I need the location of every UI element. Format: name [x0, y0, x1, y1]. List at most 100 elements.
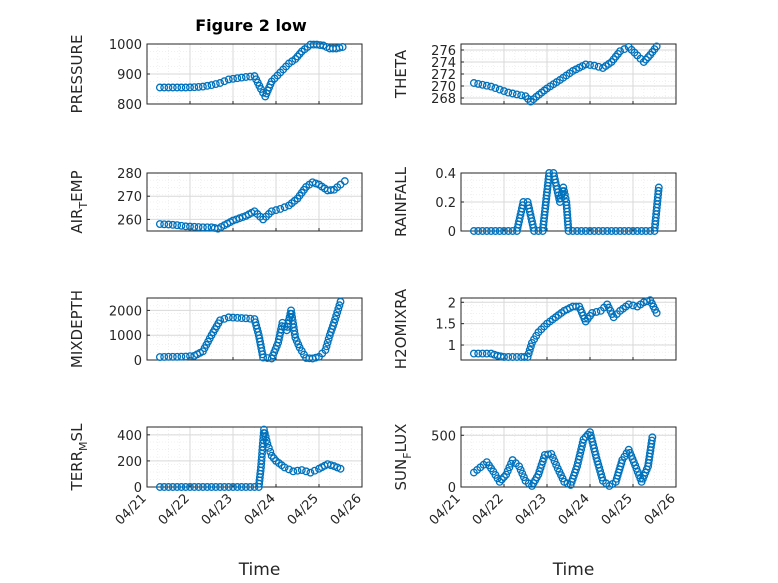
data-point — [261, 432, 270, 441]
data-point — [624, 300, 633, 309]
data-point — [332, 311, 341, 320]
data-point — [550, 457, 559, 466]
data-point — [560, 187, 569, 196]
data-point — [519, 473, 528, 482]
data-point — [220, 483, 229, 491]
data-point — [620, 227, 629, 235]
data-point — [517, 91, 526, 100]
data-point — [598, 227, 607, 235]
data-point — [518, 469, 527, 478]
data-point — [500, 227, 508, 235]
data-point — [224, 483, 233, 491]
data-point — [333, 308, 342, 317]
data-point — [641, 55, 650, 64]
data-point — [260, 425, 268, 434]
data-point — [324, 334, 333, 343]
data-point — [194, 82, 203, 91]
data-point — [173, 483, 182, 491]
data-point — [186, 222, 194, 231]
data-point — [629, 227, 637, 235]
scatter-series — [469, 428, 657, 490]
data-point — [577, 227, 586, 235]
data-point — [616, 47, 625, 56]
data-point — [160, 83, 169, 92]
data-point — [500, 353, 508, 361]
data-point — [289, 467, 298, 476]
data-point — [652, 309, 661, 317]
y-tick-label: 1000 — [109, 329, 142, 344]
y-axis-label: TERRMSL — [68, 423, 90, 492]
y-axis-label: AIRTEMP — [68, 170, 90, 233]
data-point — [482, 349, 491, 358]
data-point — [616, 227, 625, 235]
y-tick-label: 260 — [117, 213, 142, 228]
data-point — [260, 429, 269, 438]
y-tick-label: 0 — [134, 481, 142, 496]
data-point — [334, 304, 343, 313]
y-tick-label: 900 — [117, 68, 142, 83]
data-point — [224, 313, 233, 322]
data-point — [469, 79, 478, 87]
subplot-pressure: 800 900 1000 PRESSURE — [68, 35, 363, 114]
y-axis-label: PRESSURE — [68, 35, 86, 114]
data-point — [258, 350, 267, 359]
axes-box — [146, 297, 363, 361]
data-point — [155, 353, 164, 361]
data-point — [503, 467, 512, 475]
axes-box — [460, 297, 677, 361]
data-point — [211, 80, 220, 88]
scatter-series — [469, 296, 661, 361]
y-tick-label: 0.2 — [435, 196, 456, 211]
data-point — [515, 462, 523, 471]
data-point — [155, 83, 164, 92]
scatter-series — [469, 42, 661, 106]
data-point — [177, 221, 186, 230]
data-point — [559, 183, 568, 192]
data-point — [155, 483, 164, 491]
data-point — [181, 222, 190, 231]
data-point — [507, 459, 515, 468]
data-point — [293, 466, 302, 475]
data-point — [160, 220, 169, 229]
y-axis-label: SUNFLUX — [392, 424, 414, 491]
data-point — [321, 346, 330, 355]
y-tick-label: 2 — [448, 296, 456, 311]
y-axis-label: MIXDEPTH — [68, 290, 86, 368]
y-tick-label: 280 — [117, 167, 142, 182]
data-point — [340, 177, 349, 186]
data-point — [237, 73, 246, 82]
data-point — [474, 227, 483, 235]
data-point — [220, 77, 229, 86]
y-axis-label: RAINFALL — [392, 166, 410, 237]
data-point — [173, 83, 182, 92]
data-point — [568, 227, 577, 235]
y-tick-label: 274 — [431, 56, 456, 71]
data-point — [181, 83, 190, 92]
data-point — [505, 463, 514, 472]
data-point — [284, 465, 293, 474]
data-point — [497, 475, 506, 484]
data-point — [168, 352, 177, 361]
data-point — [496, 352, 505, 361]
y-tick-label: 0 — [448, 225, 456, 240]
data-point — [233, 483, 242, 491]
data-point — [181, 483, 190, 491]
subplot-h2omixra: 1 1.5 2 H2OMIXRA — [392, 288, 677, 369]
data-point — [229, 74, 237, 83]
data-point — [586, 61, 594, 69]
data-point — [237, 314, 246, 323]
data-point — [229, 483, 237, 491]
data-point — [164, 220, 173, 229]
data-point — [267, 207, 276, 216]
data-point — [590, 227, 599, 235]
data-point — [478, 227, 487, 235]
data-point — [637, 227, 646, 235]
data-point — [177, 83, 186, 92]
data-point — [272, 206, 280, 215]
data-point — [508, 353, 517, 361]
data-point — [264, 443, 273, 452]
data-point — [168, 483, 177, 491]
data-point — [491, 84, 500, 93]
data-point — [177, 483, 186, 491]
